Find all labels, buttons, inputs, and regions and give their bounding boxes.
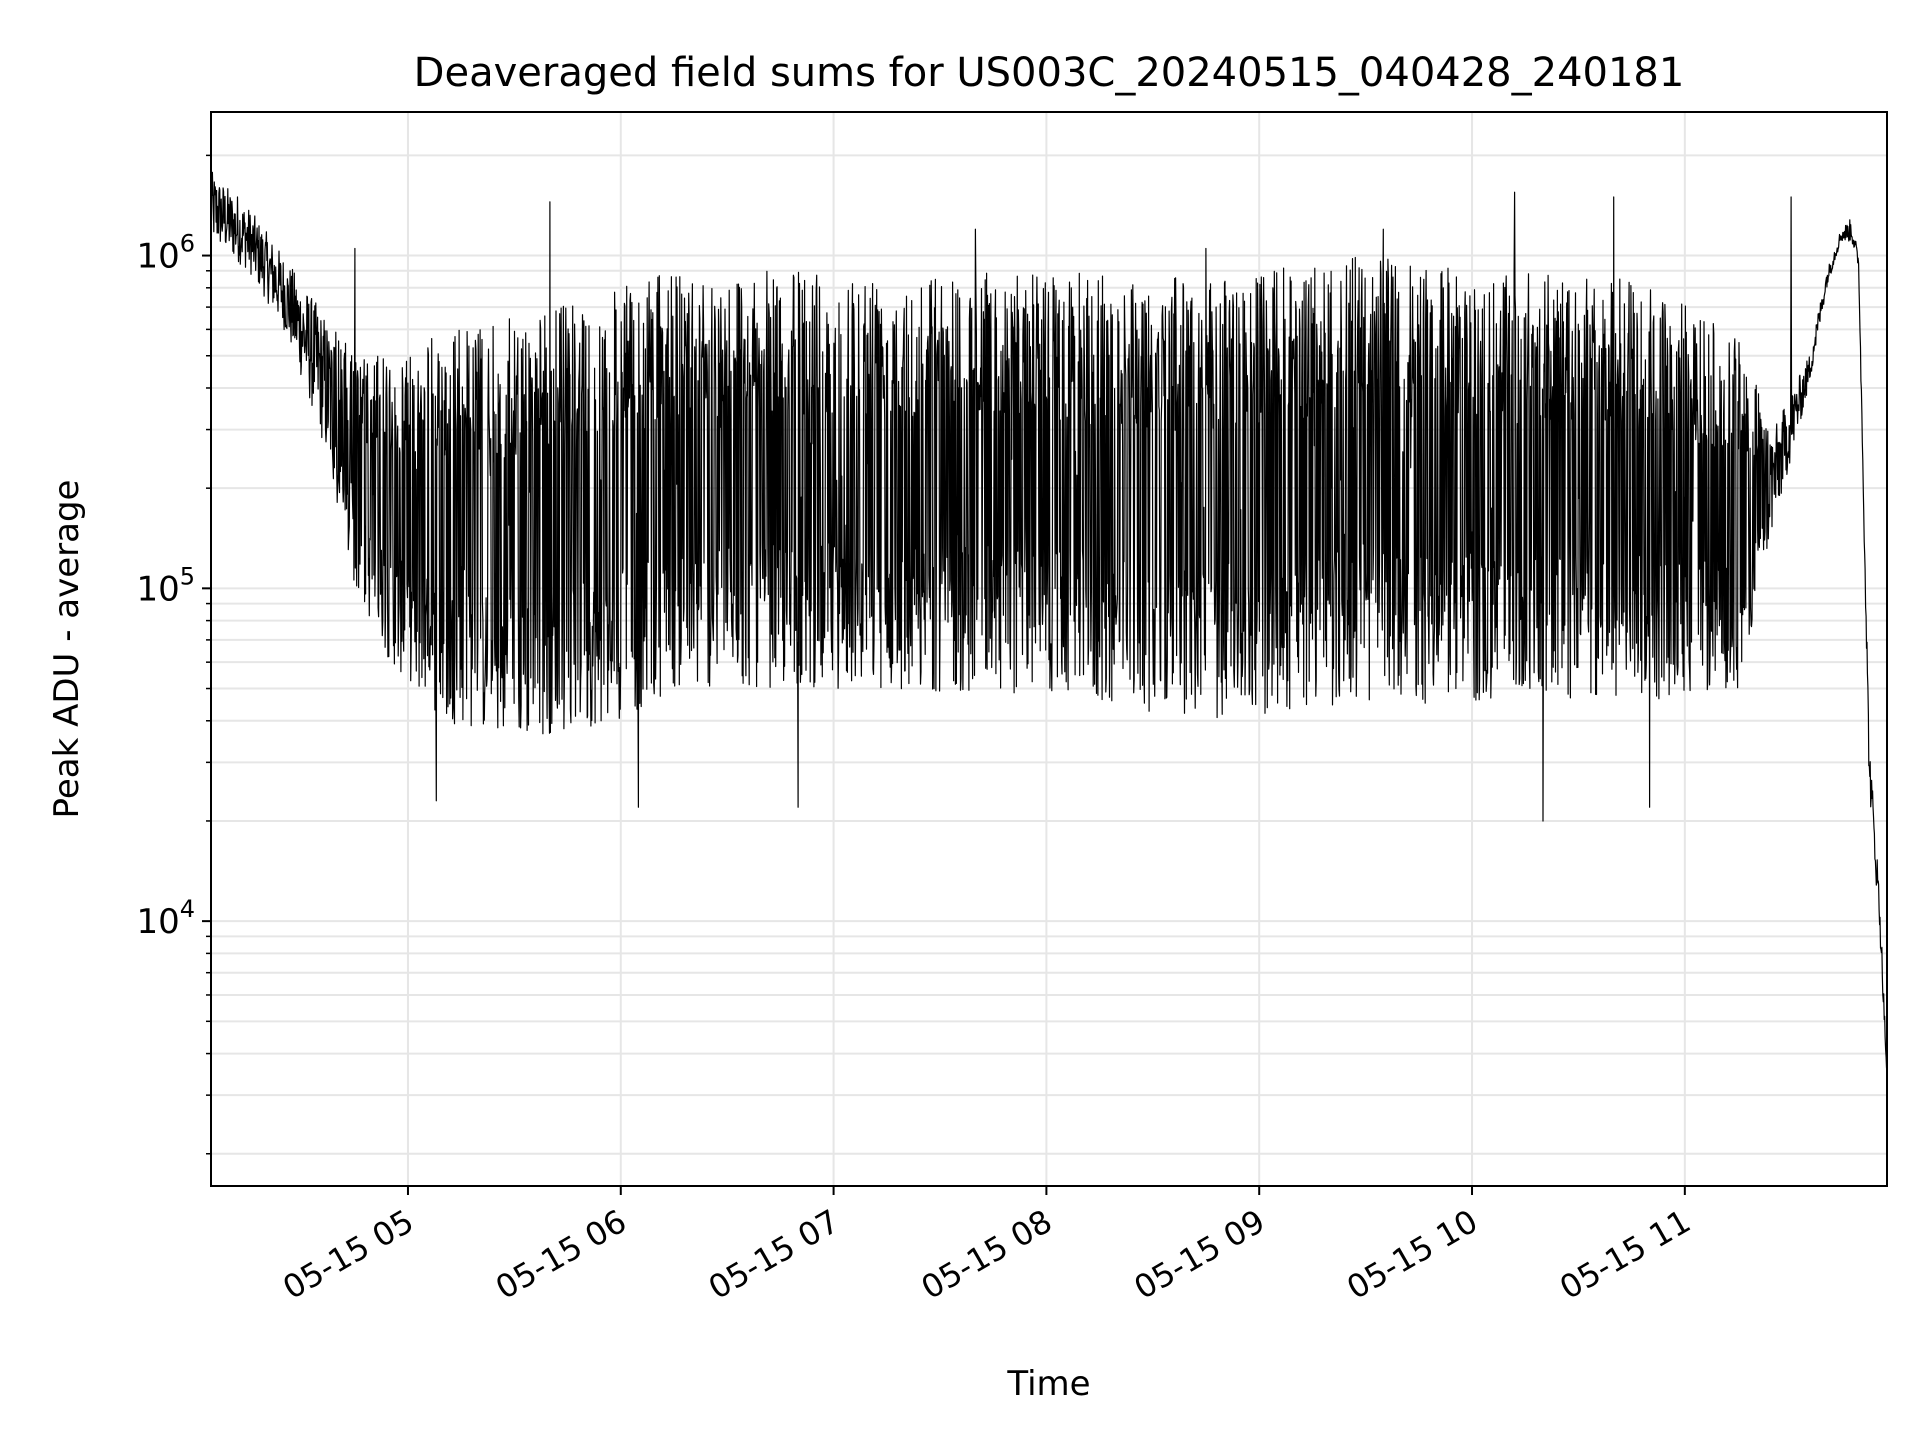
y-tick-label-exponent: 6 (180, 230, 195, 258)
x-axis-label: Time (1006, 1364, 1090, 1404)
y-tick-label-base: 10 (136, 569, 179, 609)
y-tick-label: 106 (136, 230, 195, 277)
series-line (210, 171, 1888, 1074)
y-tick-label: 105 (136, 562, 195, 609)
y-tick-label-exponent: 5 (180, 562, 195, 590)
y-axis-label: Peak ADU - average (47, 480, 87, 819)
plot-frame (210, 111, 1888, 1187)
y-tick-label-base: 10 (136, 902, 179, 942)
chart-title: Deaveraged field sums for US003C_2024051… (414, 50, 1685, 96)
y-tick-label-exponent: 4 (180, 895, 195, 923)
series-layer (210, 171, 1888, 1074)
y-tick-label: 104 (136, 895, 195, 942)
y-tick-label-base: 10 (136, 237, 179, 277)
